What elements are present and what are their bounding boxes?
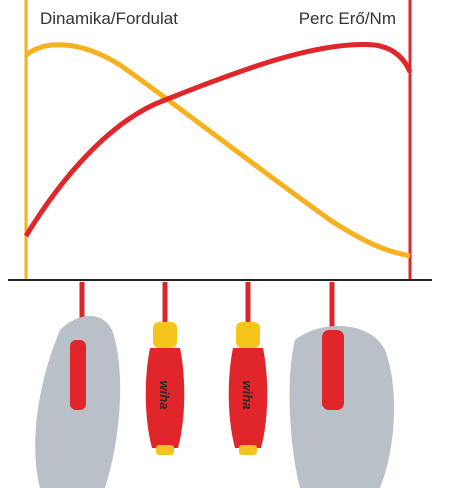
right-label: Perc Erő/Nm <box>299 9 396 28</box>
brand-label: wiha <box>157 381 172 410</box>
right-handle <box>322 330 344 410</box>
page: Dinamika/Fordulat Perc Erő/Nm wiha wiha <box>0 0 465 488</box>
left-label: Dinamika/Fordulat <box>40 9 178 28</box>
left-handle <box>70 340 86 410</box>
brand-label: wiha <box>240 381 255 410</box>
